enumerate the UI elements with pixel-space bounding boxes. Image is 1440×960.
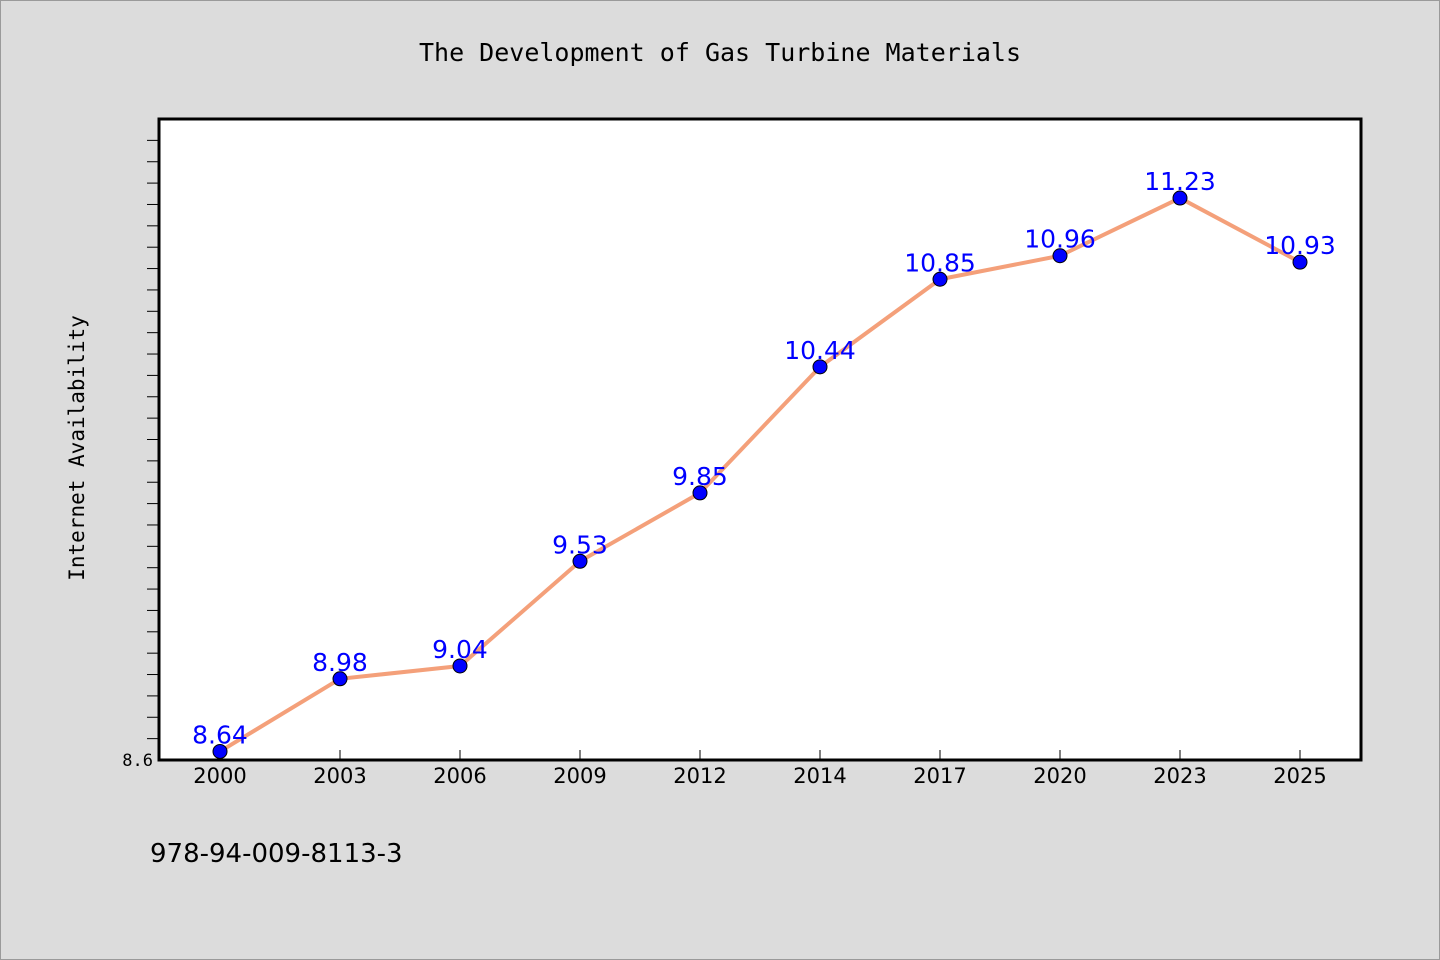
y-axis-tick-labels: 8.6 (122, 751, 153, 771)
x-tick-label: 2009 (553, 764, 606, 788)
data-point (692, 485, 708, 501)
data-label: 9.85 (672, 462, 728, 491)
plot-area (157, 117, 1363, 762)
footnote-isbn: 978-94-009-8113-3 (150, 839, 403, 869)
x-tick-label: 2025 (1273, 764, 1326, 788)
y-tick-label: 8.6 (122, 751, 153, 771)
data-label: 9.53 (552, 530, 608, 559)
y-axis-label: Internet Availability (65, 315, 89, 581)
x-tick-label: 2020 (1033, 764, 1086, 788)
x-tick-label: 2000 (193, 764, 246, 788)
data-point (812, 359, 828, 375)
data-point (332, 671, 348, 687)
y-axis-ticks (147, 139, 159, 740)
data-point (1172, 190, 1188, 206)
data-label: 9.04 (432, 635, 488, 664)
data-point (1052, 248, 1068, 264)
x-tick-label: 2017 (913, 764, 966, 788)
data-point (932, 271, 948, 287)
series-lines (218, 196, 1302, 754)
data-point (1292, 254, 1308, 270)
data-point (572, 553, 588, 569)
data-label: 10.44 (784, 336, 856, 365)
series-line (218, 196, 1302, 754)
x-tick-label: 2012 (673, 764, 726, 788)
x-tick-label: 2014 (793, 764, 846, 788)
data-label: 10.93 (1264, 231, 1336, 260)
data-point (212, 743, 228, 759)
x-tick-label: 2006 (433, 764, 486, 788)
data-label: 11.23 (1144, 167, 1216, 196)
chart-title: The Development of Gas Turbine Materials (419, 38, 1021, 67)
data-label: 10.85 (904, 248, 976, 277)
x-tick-label: 2003 (313, 764, 366, 788)
data-point-markers (212, 190, 1308, 759)
data-point (452, 658, 468, 674)
x-tick-label: 2023 (1153, 764, 1206, 788)
data-label: 8.98 (312, 648, 368, 677)
data-label: 8.64 (192, 720, 248, 749)
data-labels: 8.64 8.98 9.04 9.53 9.85 10.44 10.85 10.96 11.23… (192, 167, 1336, 749)
data-label: 10.96 (1024, 225, 1096, 254)
x-axis-tick-labels: 2000 2003 2006 2009 2012 2014 2017 2020 2023 2025 (193, 764, 1326, 788)
